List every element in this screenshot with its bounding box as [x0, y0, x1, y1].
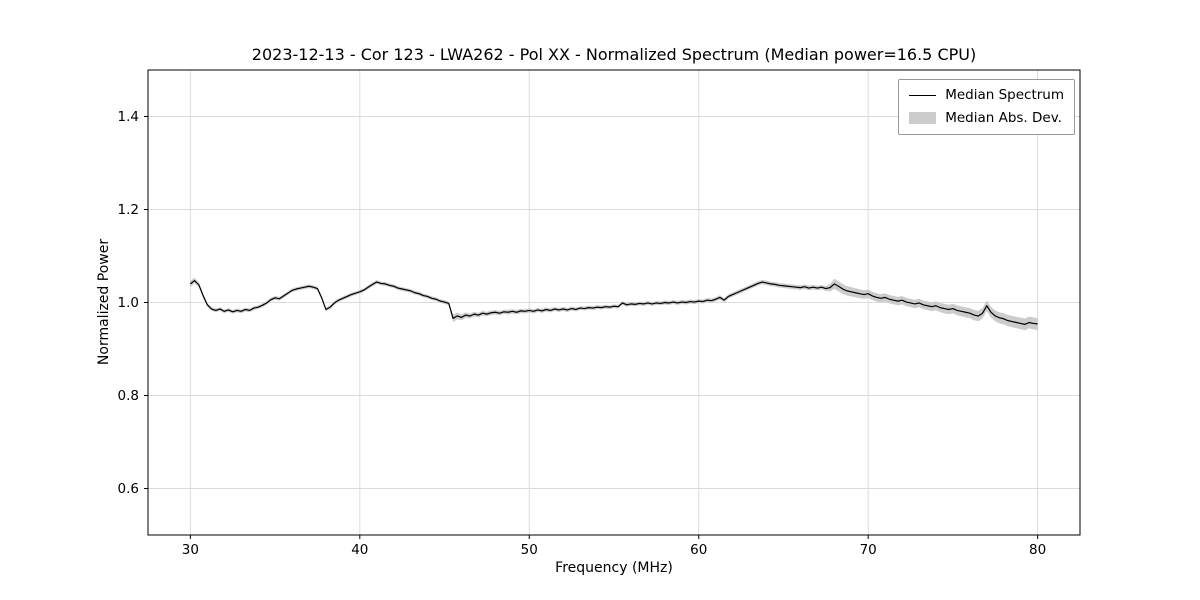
median-spectrum-line: [189, 280, 1038, 325]
x-tick-label: 30: [182, 542, 199, 558]
legend-item-median-abs-dev: Median Abs. Dev.: [909, 110, 1064, 126]
band-swatch-icon: [909, 112, 937, 124]
mad-band: [190, 277, 1038, 331]
x-tick-label: 50: [521, 542, 538, 558]
legend-label-median-spectrum: Median Spectrum: [945, 87, 1064, 103]
x-tick-label: 60: [690, 542, 707, 558]
y-tick-label: 1.4: [118, 109, 139, 125]
x-axis-label: Frequency (MHz): [555, 560, 673, 576]
y-tick-label: 1.0: [118, 295, 139, 311]
line-swatch-icon: [909, 94, 937, 96]
legend-label-median-abs-dev: Median Abs. Dev.: [945, 110, 1062, 126]
y-axis-label: Normalized Power: [96, 238, 112, 366]
x-tick-label: 70: [860, 542, 877, 558]
y-tick-label: 0.8: [118, 388, 139, 404]
y-tick-label: 1.2: [118, 202, 139, 218]
x-tick-label: 80: [1029, 542, 1046, 558]
legend: Median Spectrum Median Abs. Dev.: [898, 79, 1075, 135]
y-tick-label: 0.6: [118, 481, 139, 497]
x-tick-label: 40: [351, 542, 368, 558]
chart-title: 2023-12-13 - Cor 123 - LWA262 - Pol XX -…: [251, 45, 977, 64]
legend-item-median-spectrum: Median Spectrum: [909, 87, 1064, 103]
